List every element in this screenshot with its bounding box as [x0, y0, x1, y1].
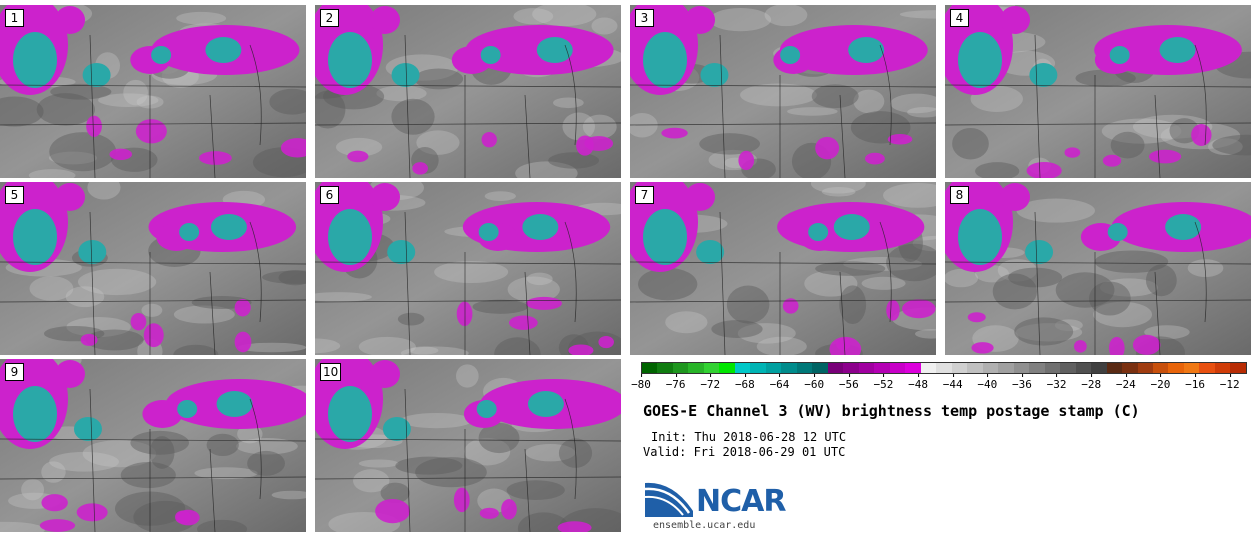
colorbar — [641, 362, 1247, 374]
chart-title: GOES-E Channel 3 (WV) brightness temp po… — [643, 402, 1140, 420]
member-panel-6: 6 — [315, 182, 621, 355]
member-label: 8 — [950, 186, 969, 204]
colorbar-swatch — [1230, 363, 1246, 373]
colorbar-swatch — [1091, 363, 1107, 373]
member-panel-3: 3 — [630, 5, 936, 178]
colorbar-tick-label: −56 — [839, 374, 859, 391]
wv-map — [945, 182, 1251, 355]
member-label: 1 — [5, 9, 24, 27]
colorbar-swatch — [1152, 363, 1169, 373]
colorbar-tick-label: −32 — [1047, 374, 1066, 391]
member-label: 2 — [320, 9, 339, 27]
colorbar-swatch — [642, 363, 658, 373]
colorbar-swatch — [874, 363, 890, 373]
wv-map — [315, 5, 621, 178]
colorbar-swatch — [936, 363, 952, 373]
colorbar-tick-label: −28 — [1081, 374, 1101, 391]
wv-map — [0, 182, 306, 355]
colorbar-tick-label: −60 — [804, 374, 824, 391]
colorbar-tick-label: −80 — [631, 374, 651, 391]
wv-map — [945, 5, 1251, 178]
colorbar-tick-label: −24 — [1116, 374, 1136, 391]
wv-map — [0, 359, 306, 532]
colorbar-swatch — [1044, 363, 1061, 373]
colorbar-swatch — [1137, 363, 1153, 373]
colorbar-swatch — [734, 363, 751, 373]
colorbar-swatch — [1199, 363, 1215, 373]
colorbar-swatch — [688, 363, 704, 373]
colorbar-swatch — [796, 363, 813, 373]
colorbar-tick-label: −72 — [700, 374, 720, 391]
colorbar-tick-label: −64 — [770, 374, 789, 391]
colorbar-swatch — [672, 363, 689, 373]
init-time: Init: Thu 2018-06-28 12 UTC — [651, 430, 847, 444]
colorbar-tick-label: −36 — [1012, 374, 1032, 391]
colorbar-tick-label: −68 — [735, 374, 755, 391]
member-panel-2: 2 — [315, 5, 621, 178]
colorbar-swatch — [998, 363, 1014, 373]
site-url: ensemble.ucar.edu — [653, 520, 756, 531]
colorbar-swatch — [765, 363, 782, 373]
member-label: 10 — [320, 363, 342, 381]
wv-map — [315, 359, 621, 532]
member-label: 3 — [635, 9, 654, 27]
colorbar-swatch — [781, 363, 797, 373]
wv-map — [630, 5, 936, 178]
colorbar-swatch — [905, 363, 921, 373]
member-panel-9: 9 — [0, 359, 306, 532]
colorbar-tick-label: −40 — [977, 374, 997, 391]
colorbar-swatch — [812, 363, 828, 373]
colorbar-tick-label: −20 — [1150, 374, 1170, 391]
colorbar-swatch — [1060, 363, 1076, 373]
colorbar-swatch — [1075, 363, 1092, 373]
ncar-logo-icon — [644, 482, 693, 517]
member-panel-7: 7 — [630, 182, 936, 355]
colorbar-swatch — [843, 363, 859, 373]
colorbar-swatch — [920, 363, 937, 373]
member-panel-8: 8 — [945, 182, 1251, 355]
wv-map — [315, 182, 621, 355]
wv-map — [630, 182, 936, 355]
member-panel-1: 1 — [0, 5, 306, 178]
member-panel-4: 4 — [945, 5, 1251, 178]
valid-time: Valid: Fri 2018-06-29 01 UTC — [643, 445, 846, 459]
colorbar-tick-label: −52 — [873, 374, 893, 391]
colorbar-swatch — [1106, 363, 1123, 373]
colorbar-ticks: −80 −76 −72 −68 −64 −60 −56 −52 −48 −44 −40 −36 −32−… — [631, 374, 1247, 394]
member-label: 6 — [320, 186, 339, 204]
colorbar-swatch — [982, 363, 999, 373]
colorbar-swatch — [1029, 363, 1045, 373]
colorbar-tick-label: −48 — [908, 374, 928, 391]
colorbar-swatch — [1183, 363, 1200, 373]
colorbar-swatch — [1122, 363, 1138, 373]
colorbar-swatch — [889, 363, 906, 373]
colorbar-swatch — [1168, 363, 1184, 373]
wv-map — [0, 5, 306, 178]
colorbar-swatch — [1013, 363, 1030, 373]
member-label: 4 — [950, 9, 969, 27]
member-panel-5: 5 — [0, 182, 306, 355]
colorbar-swatch — [703, 363, 720, 373]
member-label: 5 — [5, 186, 24, 204]
colorbar-swatch — [719, 363, 735, 373]
colorbar-tick-label: −16 — [1185, 374, 1205, 391]
colorbar-tick-label: −76 — [666, 374, 686, 391]
member-label: 7 — [635, 186, 654, 204]
member-label: 9 — [5, 363, 24, 381]
colorbar-swatch — [967, 363, 983, 373]
colorbar-swatch — [827, 363, 844, 373]
colorbar-swatch — [951, 363, 968, 373]
colorbar-swatch — [1214, 363, 1231, 373]
colorbar-swatch — [657, 363, 673, 373]
colorbar-tick-label: −12 — [1220, 374, 1240, 391]
colorbar-tick-label: −44 — [943, 374, 963, 391]
logo-text: NCAR — [696, 484, 786, 519]
colorbar-swatch — [858, 363, 875, 373]
colorbar-swatch — [750, 363, 766, 373]
member-panel-10: 10 — [315, 359, 621, 532]
